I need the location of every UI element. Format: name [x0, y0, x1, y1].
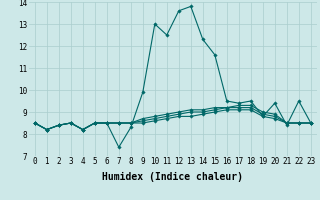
X-axis label: Humidex (Indice chaleur): Humidex (Indice chaleur) — [102, 172, 243, 182]
